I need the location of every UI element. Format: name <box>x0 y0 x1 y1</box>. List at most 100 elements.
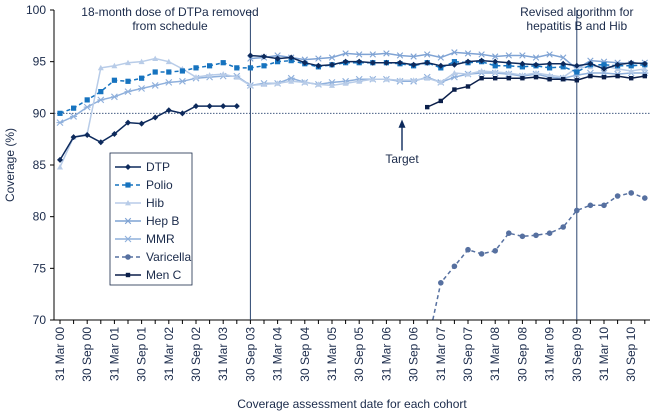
data-point <box>165 78 173 86</box>
data-point <box>70 134 77 141</box>
data-point <box>247 82 254 88</box>
x-tick-label: 31 Mar 10 <box>597 327 611 381</box>
axes: 70 75 80 85 90 95 100 31 Mar 00 30 Sep 00 31 Mar … <box>26 3 650 382</box>
data-point <box>437 62 444 69</box>
data-point <box>124 235 132 243</box>
data-point <box>478 251 485 257</box>
data-point <box>152 114 159 121</box>
data-point <box>369 51 376 58</box>
data-point <box>342 58 349 65</box>
data-point <box>138 85 146 92</box>
data-point <box>546 51 553 58</box>
data-point <box>629 76 634 81</box>
series-line <box>59 72 645 124</box>
data-point <box>574 78 579 83</box>
data-point <box>451 263 458 270</box>
data-point <box>560 54 567 61</box>
x-tick-label: 31 Mar 06 <box>379 327 393 381</box>
data-point <box>505 52 512 59</box>
data-point <box>57 110 63 116</box>
data-point <box>478 51 485 58</box>
data-point <box>369 59 376 66</box>
data-point <box>628 63 634 69</box>
data-point <box>261 53 267 60</box>
data-point <box>493 76 498 81</box>
x-tick-label: 31 Mar 04 <box>271 327 285 381</box>
legend-label: Polio <box>146 178 173 192</box>
y-tick-label: 85 <box>33 158 47 172</box>
data-point <box>642 195 648 201</box>
data-point <box>628 190 634 196</box>
x-tick-label: 30 Sep 02 <box>189 327 203 382</box>
data-point <box>492 69 499 75</box>
data-point <box>397 77 403 83</box>
x-tick-label: 31 Mar 09 <box>543 327 557 381</box>
data-point <box>520 76 525 81</box>
data-point <box>342 50 349 57</box>
x-tick-label: 31 Mar 05 <box>325 327 339 381</box>
data-point <box>601 65 607 72</box>
data-point <box>546 72 553 78</box>
x-tick-label: 30 Sep 10 <box>624 327 638 382</box>
data-point <box>573 62 580 69</box>
data-point <box>641 60 648 67</box>
data-point <box>97 139 104 146</box>
data-point <box>465 246 471 253</box>
data-point <box>138 120 145 127</box>
data-point <box>452 87 457 92</box>
data-point <box>560 64 566 70</box>
data-point <box>179 110 186 117</box>
data-point <box>451 59 457 65</box>
target-label: Target <box>385 152 419 166</box>
data-point <box>424 343 430 349</box>
data-point <box>492 53 499 60</box>
data-point <box>465 58 471 65</box>
data-point <box>178 77 186 85</box>
series-line <box>250 51 645 70</box>
data-point <box>628 59 635 66</box>
data-point <box>274 80 281 86</box>
data-point <box>574 207 580 214</box>
data-point <box>424 59 431 66</box>
data-point <box>505 70 512 76</box>
data-point <box>166 69 172 75</box>
data-point <box>506 63 512 69</box>
data-point <box>315 81 322 87</box>
data-point <box>233 103 240 110</box>
data-point <box>193 74 199 80</box>
data-point <box>247 65 253 71</box>
data-point <box>519 64 525 70</box>
data-point <box>588 73 593 79</box>
y-tick-label: 90 <box>33 106 47 120</box>
data-point <box>57 164 63 170</box>
data-point <box>125 59 131 66</box>
data-point <box>601 74 607 80</box>
data-point <box>165 58 172 65</box>
data-point <box>179 68 185 74</box>
data-point <box>329 61 335 68</box>
data-point <box>383 50 390 57</box>
data-point <box>614 61 621 68</box>
data-point <box>124 88 132 96</box>
data-point <box>57 156 63 163</box>
x-tick-label: 30 Sep 05 <box>352 327 366 382</box>
data-point <box>287 74 295 82</box>
legend: DTP Polio Hib Hep B MMR Varicella Men C <box>109 152 193 286</box>
x-tick-label: 31 Mar 07 <box>434 327 448 381</box>
data-point <box>506 230 512 236</box>
data-point <box>478 57 485 64</box>
data-point <box>533 232 539 239</box>
data-point <box>533 70 539 76</box>
data-point <box>288 78 295 84</box>
vertical-marker-label: 18-month dose of DTPa removed <box>81 5 258 19</box>
data-point <box>437 54 444 61</box>
data-point <box>546 230 553 236</box>
data-point <box>642 73 647 79</box>
data-point <box>425 104 430 110</box>
data-point <box>301 59 308 66</box>
data-point <box>125 182 131 188</box>
data-point <box>356 51 363 58</box>
series-varicella <box>424 190 648 349</box>
data-point <box>641 65 648 72</box>
data-point <box>519 60 526 67</box>
